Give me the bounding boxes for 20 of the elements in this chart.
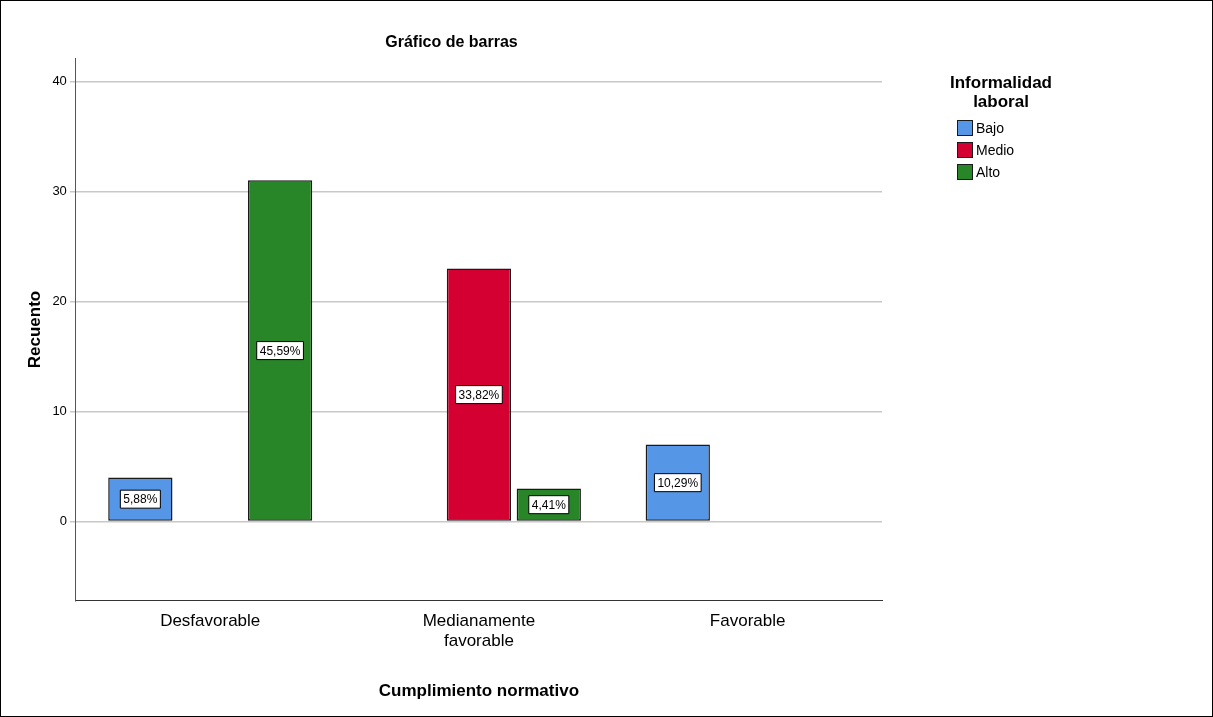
- y-tick-label: 10: [52, 403, 67, 419]
- x-tick-label: Favorable: [709, 610, 786, 630]
- annotation: 10,29%: [657, 475, 699, 490]
- legend-label: Bajo: [976, 120, 1005, 136]
- legend-title: Informalidad laboral: [949, 73, 1053, 111]
- x-tick-label: Medianamente favorable: [422, 610, 536, 651]
- legend-label: Medio: [976, 142, 1015, 158]
- chart-title: Gráfico de barras: [385, 33, 518, 51]
- annotation: 33,82%: [458, 387, 500, 402]
- annotation: 45,59%: [259, 343, 301, 358]
- legend-label: Alto: [976, 164, 1001, 180]
- y-tick-label: 30: [52, 182, 67, 198]
- y-tick-label: 20: [52, 293, 67, 309]
- x-tick-label: Desfavorable: [160, 610, 261, 630]
- x-axis-title: Cumplimiento normativo: [378, 681, 580, 701]
- annotation: 5,88%: [123, 492, 158, 507]
- y-axis-title: Recuento: [24, 290, 44, 369]
- annotation: 4,41%: [531, 497, 567, 512]
- y-tick-label: 40: [52, 72, 67, 88]
- y-tick-label: 0: [59, 513, 67, 529]
